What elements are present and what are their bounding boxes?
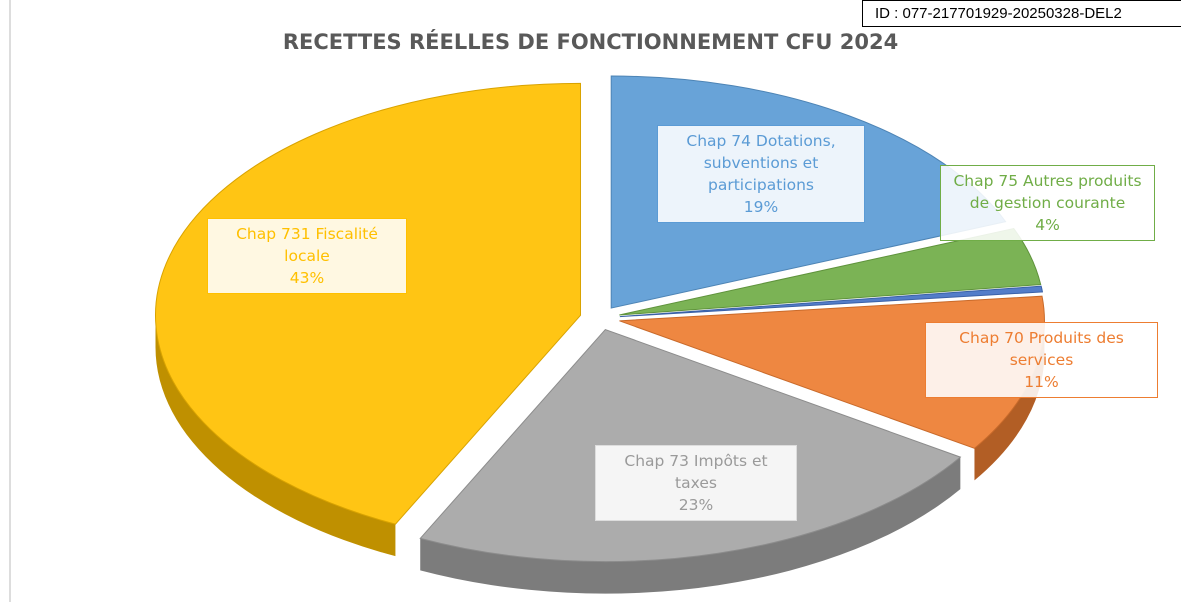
data-label: Chap 731 Fiscalité locale 43% <box>207 218 407 294</box>
slice-percent: 43% <box>289 269 325 287</box>
stamp: ID : 077-217701929-20250328-DEL2 <box>862 0 1181 27</box>
slice-percent: 23% <box>678 496 714 514</box>
slice-name: Chap 70 Produits des services <box>959 329 1124 369</box>
chart-title: RECETTES RÉELLES DE FONCTIONNEMENT CFU 2… <box>282 30 899 54</box>
slice <box>619 285 1044 318</box>
data-label: Chap 73 Impôts et taxes 23% <box>595 445 797 521</box>
slice <box>155 82 582 525</box>
slice-name: Chap 75 Autres produits de gestion coura… <box>953 172 1142 212</box>
data-label: Chap 70 Produits des services 11% <box>925 322 1158 398</box>
slice-name: Chap 731 Fiscalité locale <box>236 225 378 265</box>
slice-side <box>974 320 1045 481</box>
data-label: Chap 75 Autres produits de gestion coura… <box>940 165 1155 241</box>
slice-percent: 11% <box>1024 373 1059 391</box>
data-label: Chap 74 Dotations, subventions et partic… <box>657 125 865 223</box>
slice-name: Chap 74 Dotations, subventions et partic… <box>686 132 836 194</box>
pie-sides <box>155 315 1045 594</box>
slice-side <box>155 315 396 557</box>
slice-percent: 4% <box>1035 216 1060 234</box>
slice-percent: 19% <box>743 198 779 216</box>
slice-name: Chap 73 Impôts et taxes <box>624 452 768 492</box>
slice-side <box>420 457 961 594</box>
